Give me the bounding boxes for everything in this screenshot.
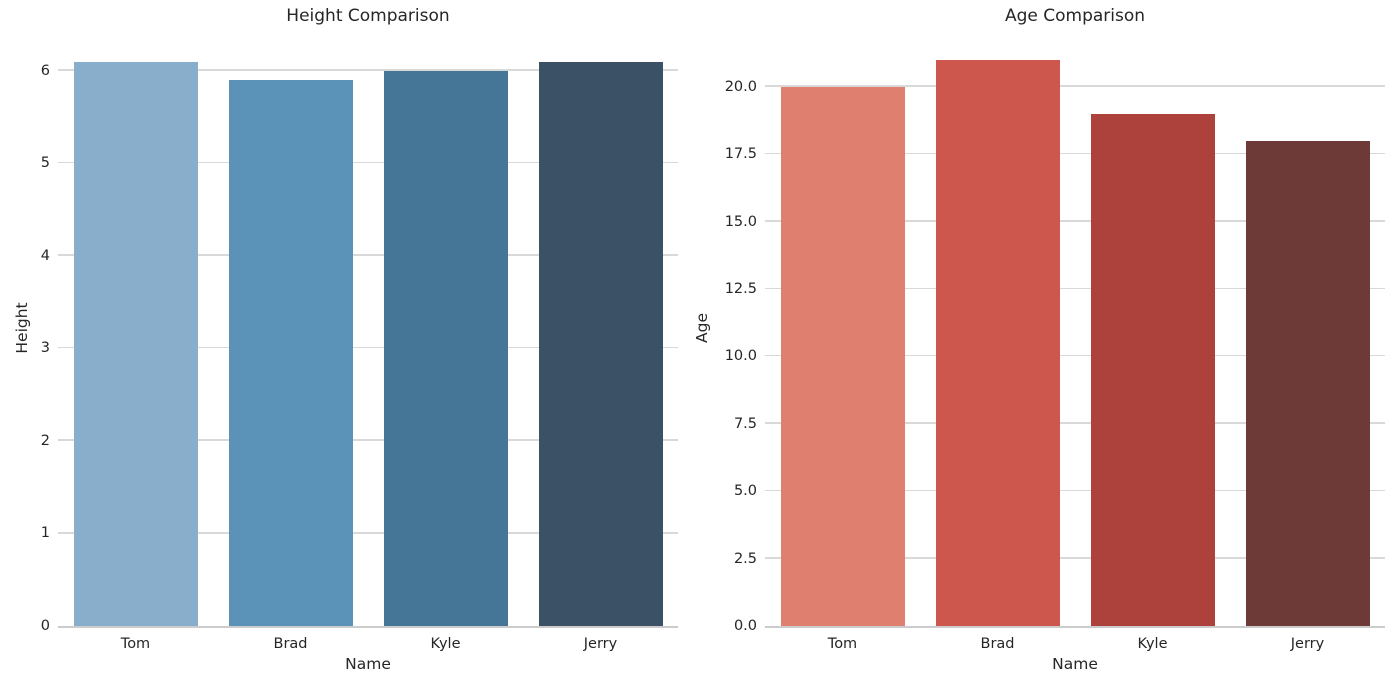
- y-tick-label: 0: [40, 618, 50, 634]
- y-tick-label: 0.0: [733, 618, 757, 634]
- y-tick-label: 20.0: [724, 78, 757, 95]
- x-axis-label: Name: [345, 655, 391, 673]
- x-axis-label: Name: [1052, 655, 1098, 673]
- x-tick-label: Tom: [120, 636, 151, 652]
- age-comparison-chart: Age Comparison Age Name 0.0 2.5 5.0 7.5 10.0…: [693, 0, 1389, 690]
- bar-jerry: [538, 61, 663, 626]
- bar-tom: [780, 86, 905, 626]
- chart-title: Height Comparison: [286, 6, 450, 26]
- y-tick-label: 17.5: [724, 146, 757, 163]
- bar-kyle: [383, 70, 508, 626]
- bar-brad: [935, 59, 1060, 626]
- y-tick-label: 4: [40, 247, 50, 264]
- x-tick-label: Brad: [980, 636, 1015, 652]
- gridline: [58, 532, 678, 534]
- y-tick-label: 10.0: [724, 348, 757, 365]
- y-tick-label: 6: [40, 62, 50, 79]
- y-tick-label: 15.0: [724, 213, 757, 230]
- y-tick-label: 2: [40, 432, 50, 449]
- gridline: [765, 220, 1385, 222]
- y-tick-label: 5: [40, 155, 50, 172]
- gridline: [58, 161, 678, 164]
- x-tick-label: Jerry: [583, 636, 618, 652]
- gridline: [765, 354, 1385, 357]
- gridline: [765, 557, 1385, 559]
- bar-jerry: [1245, 140, 1370, 626]
- plot-area: [58, 33, 678, 628]
- x-tick-label: Kyle: [430, 636, 461, 652]
- gridline: [58, 346, 678, 349]
- x-tick-label: Brad: [273, 636, 308, 652]
- y-tick-label: 3: [40, 340, 50, 357]
- y-tick-label: 12.5: [724, 281, 757, 298]
- bar-kyle: [1090, 113, 1215, 626]
- gridline: [765, 152, 1385, 155]
- y-tick-label: 1: [40, 525, 50, 542]
- x-tick-label: Tom: [827, 636, 858, 652]
- gridline: [58, 254, 678, 256]
- gridline: [58, 69, 678, 71]
- bar-tom: [73, 61, 198, 626]
- gridline: [765, 85, 1385, 87]
- gridline: [765, 287, 1385, 290]
- plot-area: [765, 33, 1385, 628]
- gridline: [58, 439, 678, 441]
- y-tick-label: 2.5: [733, 550, 757, 567]
- gridline: [765, 422, 1385, 424]
- bar-brad: [228, 80, 353, 626]
- x-tick-label: Jerry: [1290, 636, 1325, 652]
- x-tick-label: Kyle: [1137, 636, 1168, 652]
- y-axis-label: Height: [13, 302, 31, 354]
- chart-title: Age Comparison: [1004, 6, 1146, 26]
- gridline: [765, 489, 1385, 492]
- y-tick-label: 7.5: [733, 415, 757, 432]
- height-comparison-chart: Height Comparison Height Name 0 1 2 3 4 5 6 Tom…: [0, 0, 694, 690]
- y-tick-label: 5.0: [733, 483, 757, 500]
